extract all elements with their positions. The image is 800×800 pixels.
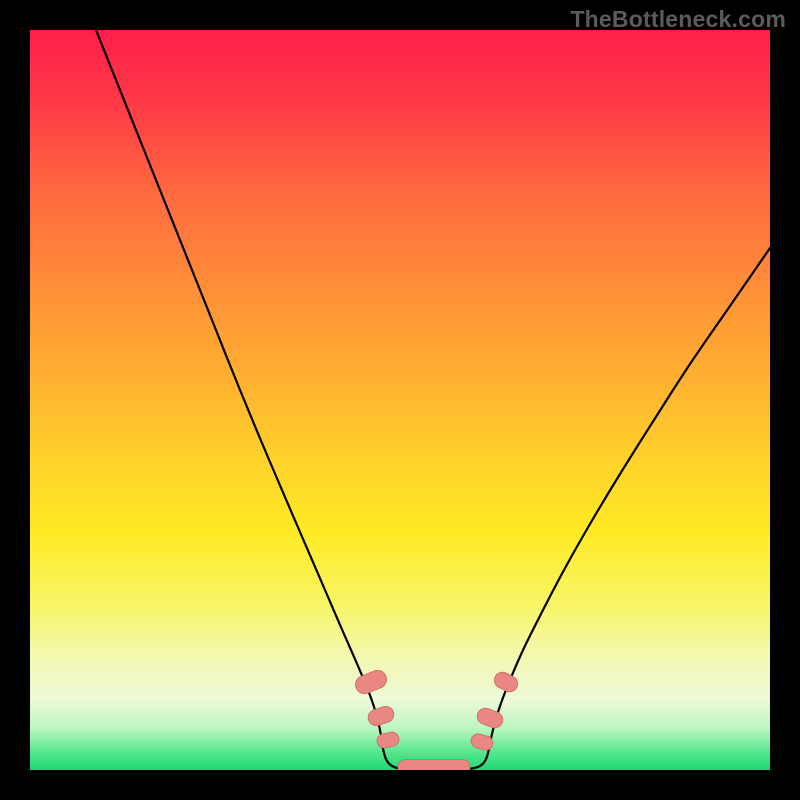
chart-stage: TheBottleneck.com — [0, 0, 800, 800]
bottleneck-curve-chart — [0, 0, 800, 800]
